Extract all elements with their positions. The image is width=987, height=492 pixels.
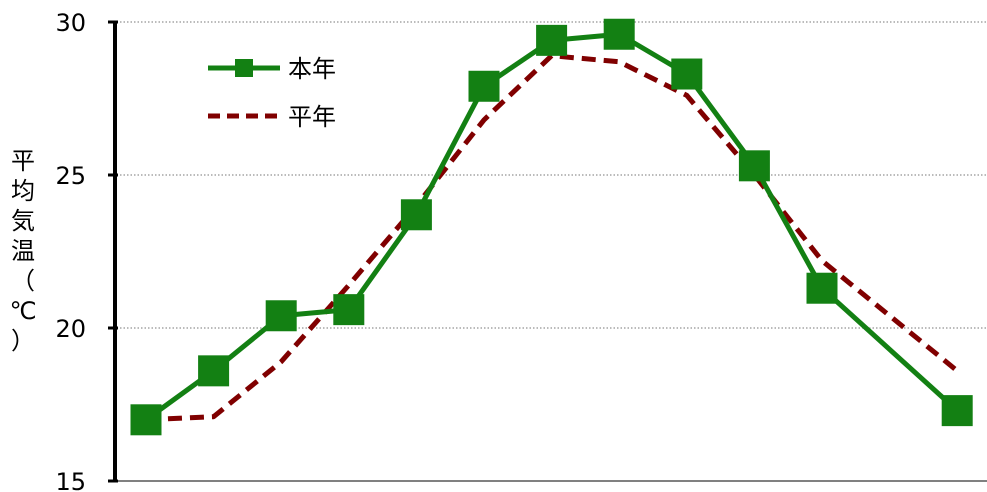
legend-label-heinen: 平年	[288, 103, 336, 131]
series-point-honnen	[671, 58, 703, 90]
y-tick-label: 25	[55, 162, 86, 190]
legend-marker-honnen	[235, 59, 253, 77]
series-point-honnen	[603, 18, 635, 50]
y-axis-label: 平 均 気 温 （ ℃ ）	[9, 147, 37, 355]
series-point-honnen	[536, 24, 568, 56]
series-layer	[130, 18, 973, 436]
series-point-honnen	[806, 272, 838, 304]
series-point-honnen	[738, 150, 770, 182]
y-axis	[108, 20, 987, 483]
y-tick-label: 20	[55, 315, 86, 343]
series-point-honnen	[198, 355, 230, 387]
gridlines	[113, 21, 987, 329]
series-point-honnen	[130, 404, 162, 436]
series-line-heinen	[145, 53, 959, 423]
series-point-honnen	[400, 199, 432, 231]
legend-label-honnen: 本年	[288, 55, 336, 83]
series-point-honnen	[941, 395, 973, 427]
series-point-honnen	[333, 294, 365, 326]
series-line-honnen	[144, 31, 959, 422]
y-tick-labels: 15 20 25 30	[55, 9, 86, 492]
series-point-honnen	[468, 70, 500, 102]
y-tick-label: 15	[55, 468, 86, 492]
y-tick-label: 30	[55, 9, 86, 37]
series-point-honnen	[265, 300, 297, 332]
